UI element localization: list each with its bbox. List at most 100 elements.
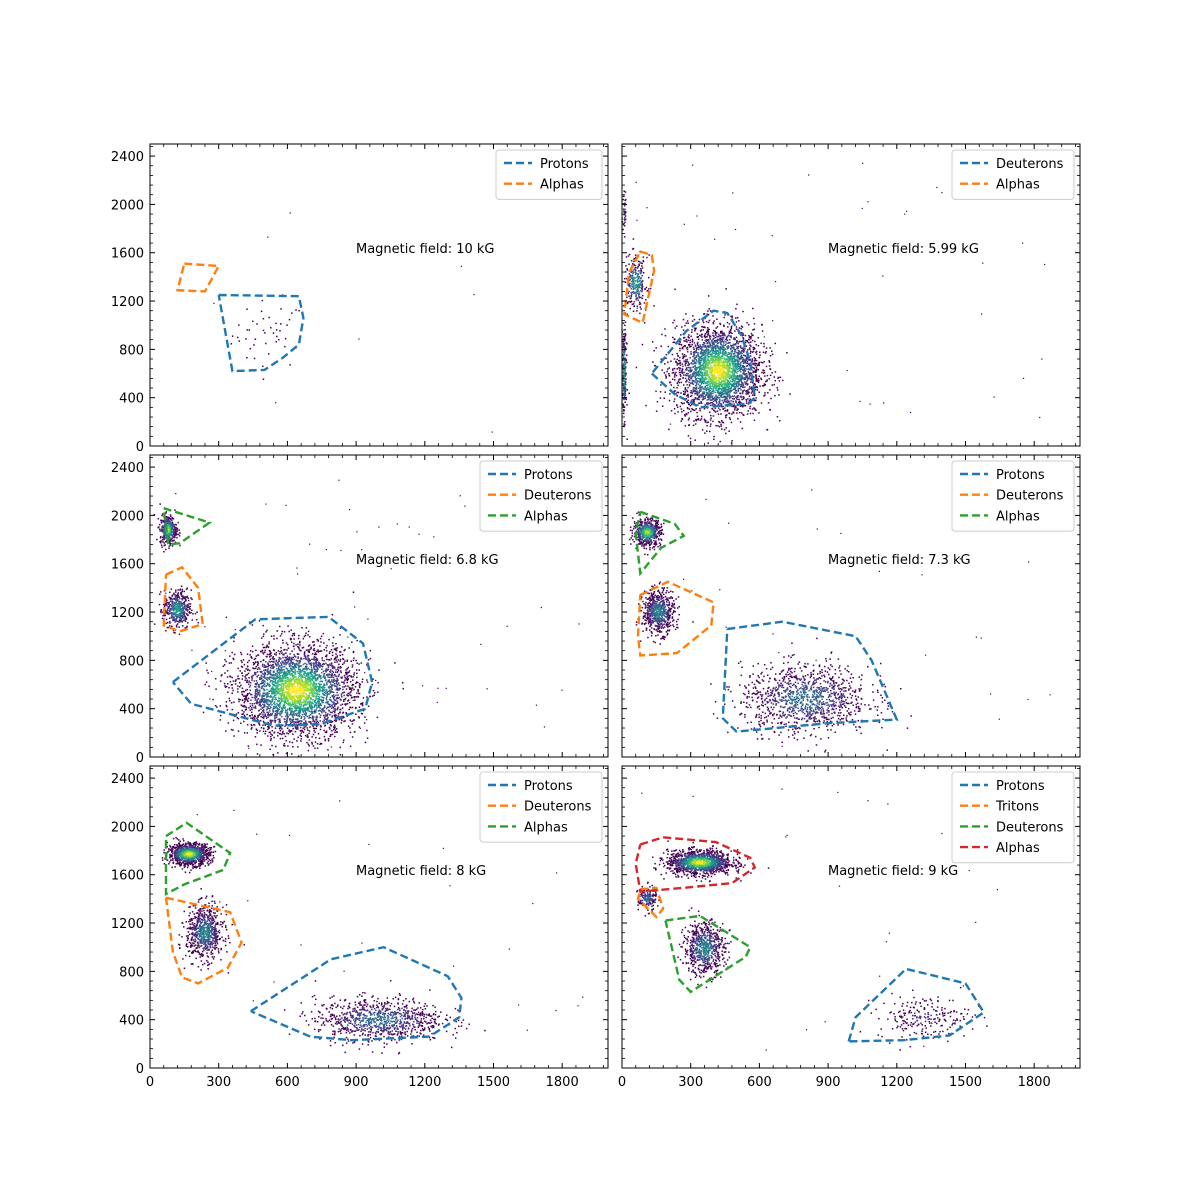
count-cell: [746, 340, 748, 342]
count-cell: [738, 357, 740, 360]
count-cell: [355, 696, 358, 698]
count-cell: [709, 386, 711, 388]
count-cell: [746, 322, 748, 324]
count-cell: [747, 377, 749, 380]
count-cell: [760, 324, 763, 326]
count-cell: [284, 345, 286, 348]
count-cell: [318, 688, 320, 691]
count-cell: [705, 373, 707, 376]
count-cell: [704, 371, 706, 374]
count-cell: [664, 334, 667, 337]
count-cell: [628, 279, 631, 282]
count-cell: [334, 699, 337, 702]
count-cell: [701, 333, 703, 336]
count-cell: [275, 340, 277, 343]
count-cell: [678, 371, 681, 374]
count-cell: [749, 359, 752, 361]
count-cell: [717, 361, 719, 364]
count-cell: [720, 388, 722, 390]
count-cell: [319, 677, 322, 680]
count-cell: [683, 402, 685, 404]
count-cell: [745, 357, 748, 360]
count-cell: [701, 339, 704, 341]
count-cell: [730, 367, 733, 370]
count-cell: [757, 364, 759, 367]
count-cell: [728, 362, 731, 364]
count-cell: [774, 280, 777, 283]
count-cell: [748, 368, 751, 371]
count-cell: [277, 662, 279, 665]
count-cell: [754, 364, 756, 367]
count-cell: [623, 393, 626, 396]
count-cell: [702, 321, 705, 324]
count-cell: [290, 681, 292, 684]
count-cell: [312, 702, 314, 705]
count-cell: [266, 682, 269, 685]
count-cell: [742, 398, 745, 400]
count-cell: [624, 324, 626, 327]
count-cell: [727, 346, 729, 349]
count-cell: [689, 339, 691, 342]
count-cell: [704, 364, 707, 366]
count-cell: [713, 352, 715, 354]
count-cell: [720, 348, 722, 350]
count-cell: [305, 658, 307, 660]
count-cell: [694, 381, 696, 384]
count-cell: [737, 359, 739, 361]
count-cell: [641, 280, 644, 283]
count-cell: [728, 402, 731, 405]
count-cell: [727, 326, 729, 328]
count-cell: [213, 302, 215, 304]
count-cell: [711, 395, 714, 398]
count-cell: [327, 693, 329, 695]
count-cell: [704, 358, 706, 361]
count-cell: [341, 707, 344, 709]
count-cell: [702, 377, 704, 379]
count-cell: [734, 355, 736, 357]
count-cell: [732, 372, 734, 375]
count-cell: [724, 351, 727, 353]
count-cell: [774, 379, 776, 382]
count-cell: [323, 691, 326, 694]
count-cell: [729, 387, 732, 390]
count-cell: [743, 366, 746, 368]
count-cell: [692, 360, 694, 362]
count-cell: [697, 346, 700, 349]
count-cell: [332, 665, 334, 668]
count-cell: [757, 377, 760, 380]
count-cell: [674, 379, 676, 381]
count-cell: [266, 645, 268, 648]
count-cell: [754, 370, 757, 372]
count-cell: [738, 379, 740, 381]
count-cell: [236, 336, 239, 339]
count-cell: [252, 320, 254, 323]
count-cell: [683, 355, 686, 358]
count-cell: [701, 393, 703, 395]
count-cell: [723, 391, 726, 393]
count-cell: [751, 358, 754, 360]
count-cell: [332, 680, 335, 682]
count-cell: [646, 207, 648, 209]
count-cell: [709, 362, 711, 365]
count-cell: [695, 356, 698, 358]
count-cell: [223, 682, 226, 685]
count-cell: [282, 697, 285, 699]
count-cell: [697, 336, 699, 338]
count-cell: [715, 364, 717, 366]
count-cell: [716, 339, 718, 342]
count-cell: [734, 387, 736, 390]
count-cell: [709, 336, 711, 339]
count-cell: [726, 367, 729, 370]
count-cell: [735, 317, 737, 319]
count-cell: [729, 390, 732, 392]
count-cell: [703, 342, 706, 345]
count-cell: [685, 355, 687, 357]
count-cell: [730, 442, 733, 444]
count-cell: [247, 697, 250, 700]
count-cell: [313, 667, 316, 670]
count-cell: [709, 430, 711, 433]
count-cell: [676, 406, 679, 409]
count-cell: [726, 389, 729, 391]
count-cell: [228, 662, 231, 664]
count-cell: [297, 707, 299, 709]
